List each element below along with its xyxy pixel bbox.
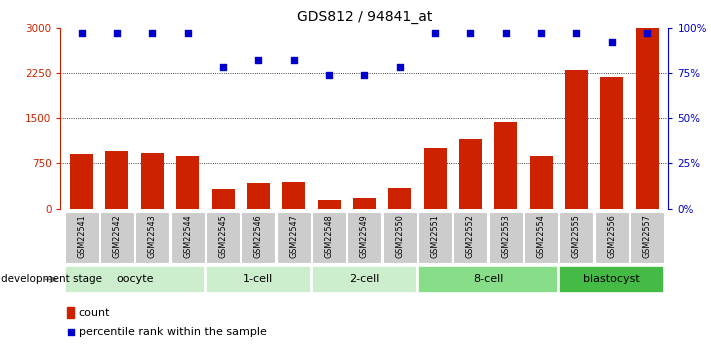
- Text: GSM22548: GSM22548: [324, 215, 333, 258]
- Point: [218, 65, 229, 70]
- Point: [146, 30, 158, 36]
- FancyBboxPatch shape: [595, 212, 629, 263]
- Point: [429, 30, 441, 36]
- FancyBboxPatch shape: [206, 266, 311, 293]
- FancyBboxPatch shape: [560, 212, 594, 263]
- Text: GSM22554: GSM22554: [537, 215, 545, 258]
- Text: GSM22546: GSM22546: [254, 215, 263, 258]
- Point: [500, 30, 511, 36]
- Bar: [388, 188, 411, 209]
- Point: [641, 30, 653, 36]
- Bar: [141, 153, 164, 209]
- Point: [535, 30, 547, 36]
- FancyBboxPatch shape: [312, 212, 346, 263]
- Text: GSM22549: GSM22549: [360, 215, 369, 258]
- Text: blastocyst: blastocyst: [584, 275, 640, 284]
- FancyBboxPatch shape: [242, 212, 275, 263]
- Text: GSM22552: GSM22552: [466, 214, 475, 258]
- Text: percentile rank within the sample: percentile rank within the sample: [79, 327, 267, 337]
- FancyBboxPatch shape: [630, 212, 664, 263]
- Text: GSM22556: GSM22556: [607, 215, 616, 258]
- Title: GDS812 / 94841_at: GDS812 / 94841_at: [296, 10, 432, 24]
- FancyBboxPatch shape: [100, 212, 134, 263]
- Text: 8-cell: 8-cell: [473, 275, 503, 284]
- Bar: [636, 28, 658, 209]
- Bar: [318, 200, 341, 209]
- Text: count: count: [79, 308, 110, 318]
- FancyBboxPatch shape: [206, 212, 240, 263]
- Point: [324, 72, 335, 78]
- Bar: [424, 148, 447, 209]
- Text: 2-cell: 2-cell: [349, 275, 380, 284]
- FancyBboxPatch shape: [65, 212, 99, 263]
- Text: GSM22542: GSM22542: [112, 215, 122, 258]
- Point: [252, 57, 264, 63]
- Point: [288, 57, 299, 63]
- Text: GSM22547: GSM22547: [289, 215, 298, 258]
- Text: 1-cell: 1-cell: [243, 275, 274, 284]
- Text: GSM22543: GSM22543: [148, 215, 157, 258]
- FancyBboxPatch shape: [171, 212, 205, 263]
- Bar: [282, 182, 305, 209]
- Point: [358, 72, 370, 78]
- Bar: [105, 151, 129, 209]
- FancyBboxPatch shape: [312, 266, 417, 293]
- Point: [112, 30, 123, 36]
- Bar: [67, 307, 75, 318]
- Text: GSM22550: GSM22550: [395, 215, 405, 258]
- Point: [465, 30, 476, 36]
- Point: [76, 30, 87, 36]
- Bar: [212, 189, 235, 209]
- Bar: [494, 122, 517, 209]
- Text: GSM22551: GSM22551: [431, 215, 439, 258]
- Text: GSM22541: GSM22541: [77, 215, 86, 258]
- FancyBboxPatch shape: [277, 212, 311, 263]
- Point: [606, 39, 617, 45]
- Bar: [565, 70, 588, 209]
- Text: GSM22557: GSM22557: [643, 214, 652, 258]
- FancyBboxPatch shape: [418, 212, 452, 263]
- Text: development stage: development stage: [1, 275, 102, 284]
- Text: GSM22553: GSM22553: [501, 215, 510, 258]
- FancyBboxPatch shape: [65, 266, 205, 293]
- Bar: [600, 77, 624, 209]
- FancyBboxPatch shape: [454, 212, 487, 263]
- Bar: [247, 183, 270, 209]
- FancyBboxPatch shape: [135, 212, 169, 263]
- Text: oocyte: oocyte: [116, 275, 154, 284]
- Point: [453, 234, 464, 239]
- Bar: [176, 156, 199, 209]
- FancyBboxPatch shape: [348, 212, 381, 263]
- FancyBboxPatch shape: [524, 212, 558, 263]
- FancyBboxPatch shape: [488, 212, 523, 263]
- Text: GSM22544: GSM22544: [183, 215, 192, 258]
- Bar: [459, 139, 482, 209]
- Point: [571, 30, 582, 36]
- FancyBboxPatch shape: [383, 212, 417, 263]
- Text: GSM22545: GSM22545: [218, 215, 228, 258]
- Text: GSM22555: GSM22555: [572, 214, 581, 258]
- Bar: [530, 156, 552, 209]
- Bar: [70, 155, 93, 209]
- FancyBboxPatch shape: [560, 266, 664, 293]
- Point: [394, 65, 405, 70]
- Bar: [353, 198, 376, 209]
- Point: [182, 30, 193, 36]
- FancyBboxPatch shape: [418, 266, 558, 293]
